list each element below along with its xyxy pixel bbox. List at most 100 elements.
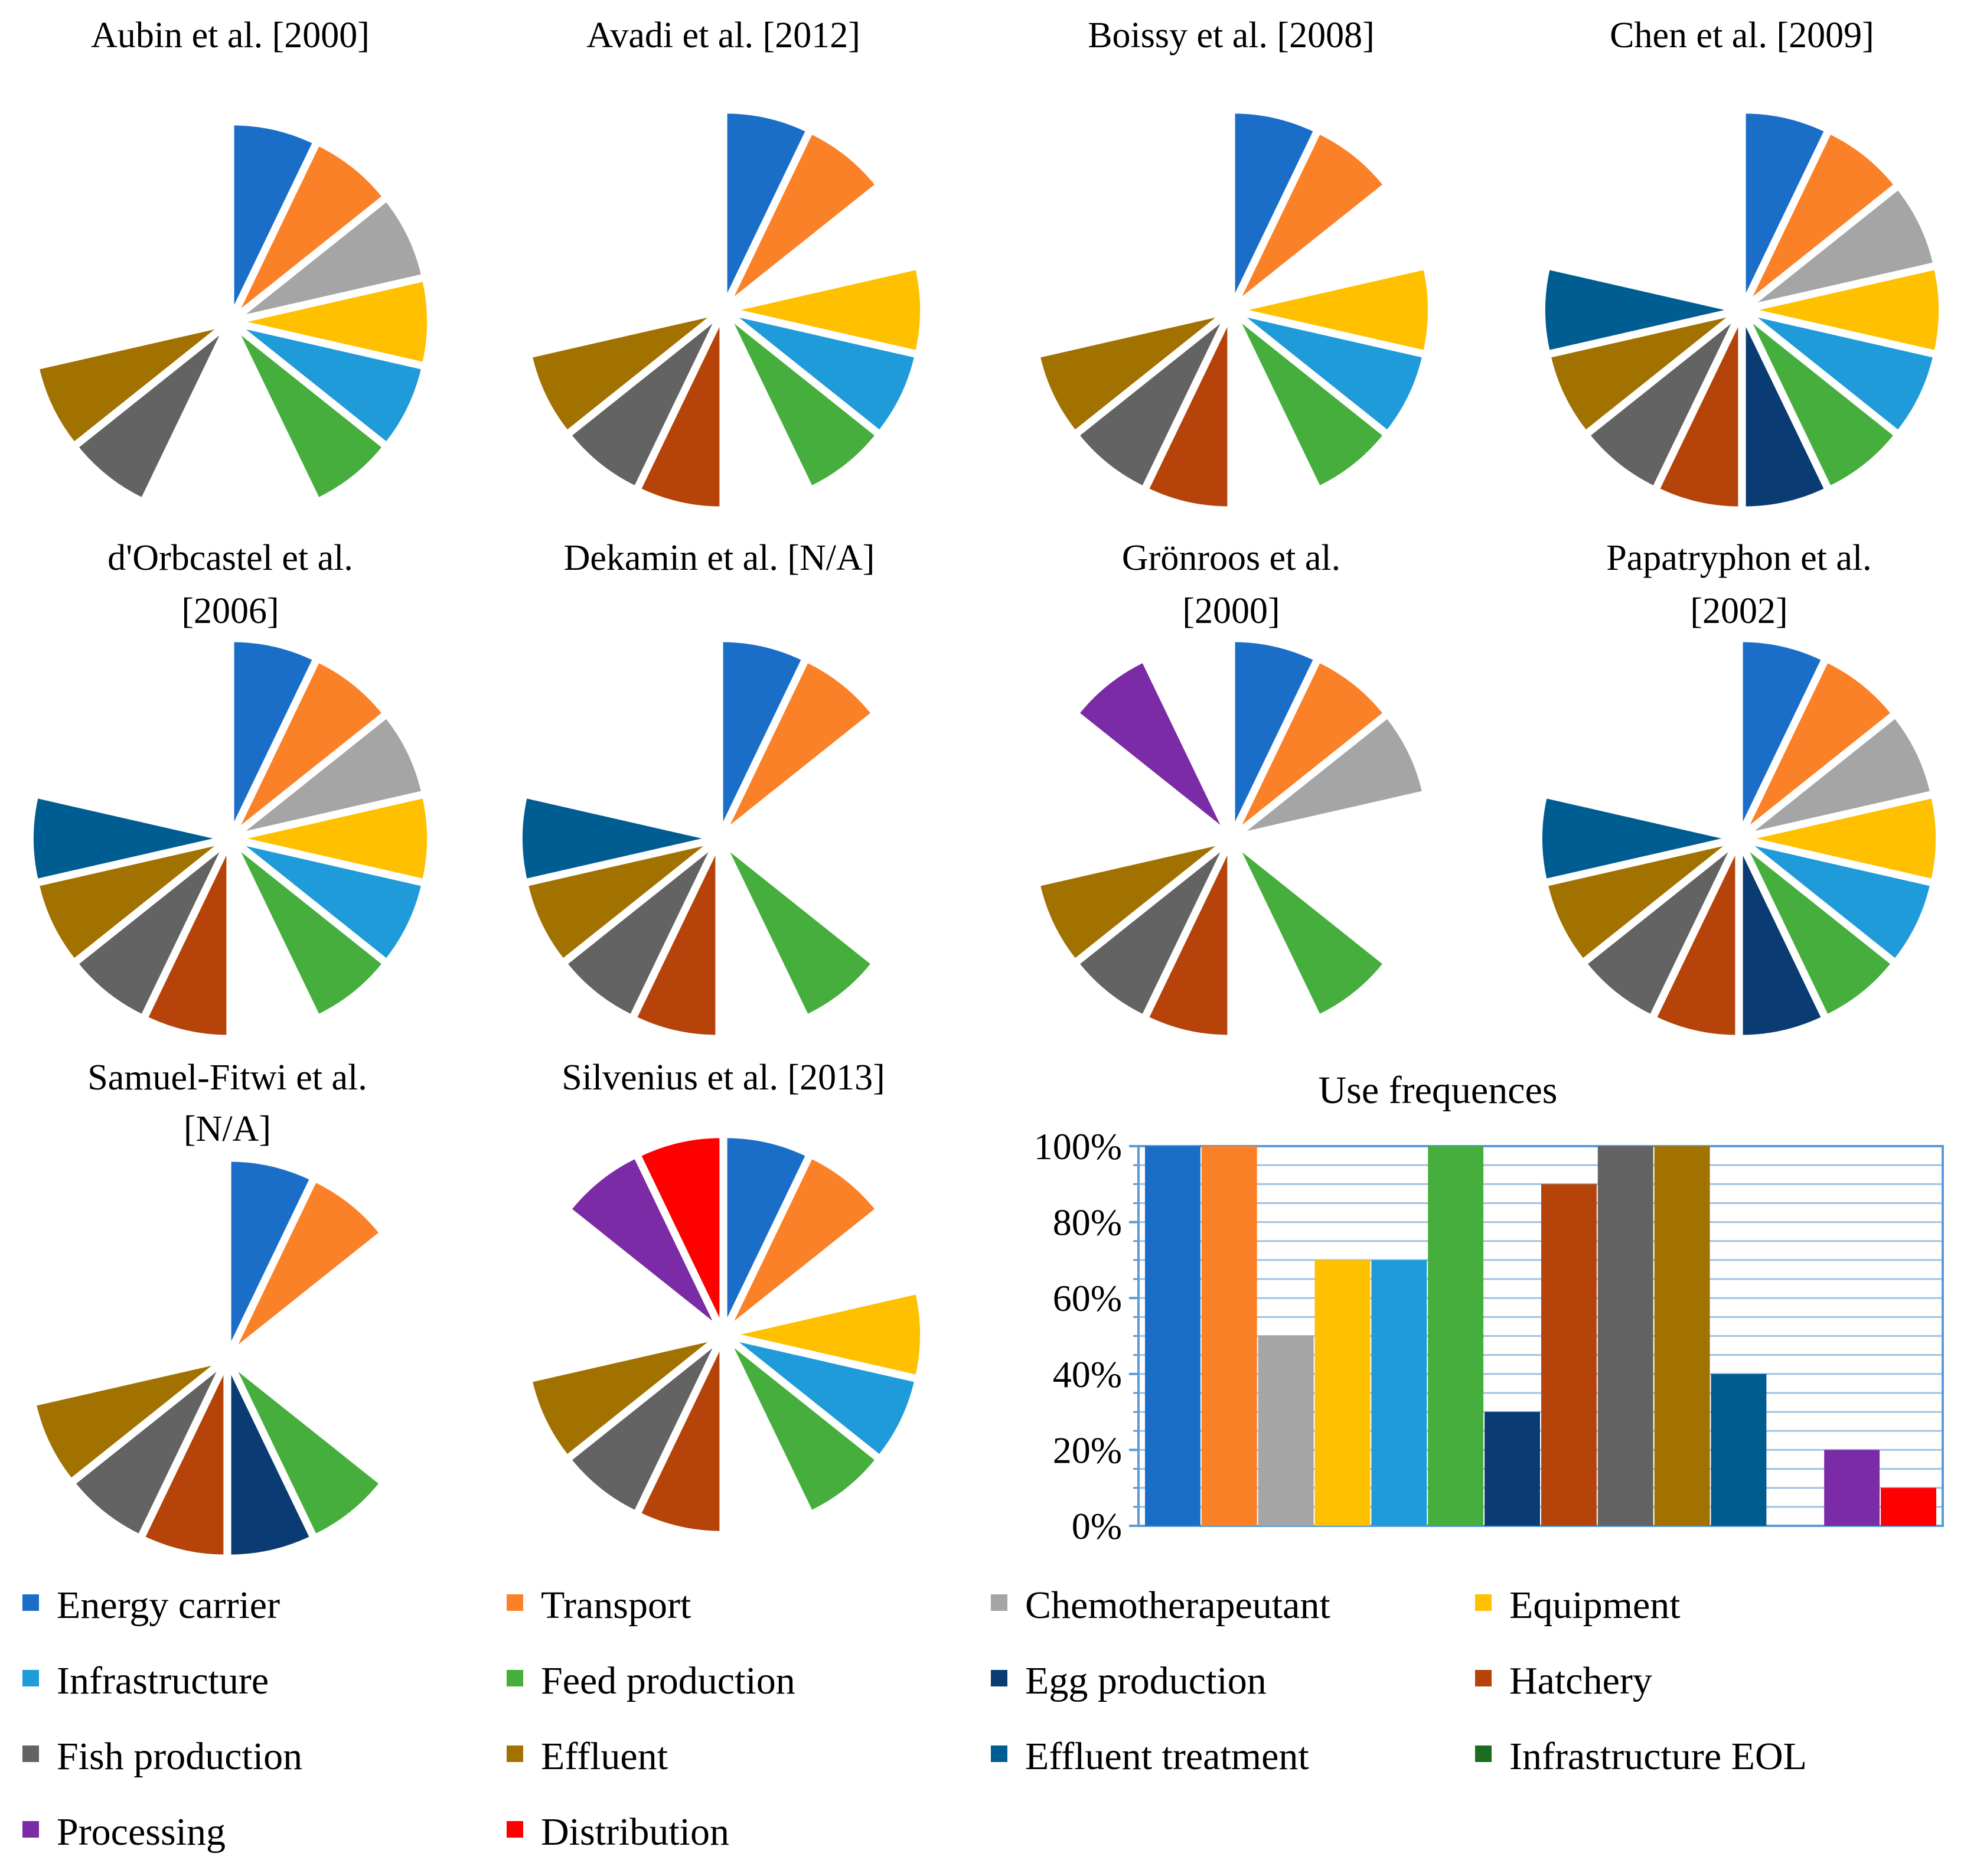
legend-label: Distribution <box>541 1810 729 1854</box>
legend-swatch <box>507 1594 523 1611</box>
pie-slice-hatchery <box>637 1343 723 1535</box>
pie-slice-effluent-treatment <box>518 794 710 883</box>
y-tick-label: 20% <box>1053 1429 1122 1471</box>
legend-swatch <box>22 1670 39 1686</box>
pie-slice-infrastructure <box>1749 312 1937 435</box>
pie-slice-equipment <box>1748 794 1940 883</box>
bar-fish-production <box>1597 1146 1653 1526</box>
legend-swatch <box>991 1746 1007 1762</box>
legend-label: Infrastructure <box>57 1659 269 1702</box>
pie-slice-hatchery <box>1144 318 1231 510</box>
legend-swatch <box>991 1594 1007 1611</box>
pie-slice-fish-production <box>1075 316 1227 490</box>
legend-label: Hatchery <box>1509 1659 1652 1702</box>
bar-chemotherapeutant <box>1258 1336 1314 1526</box>
pie-slice-hatchery <box>637 318 723 510</box>
legend-item-transport: Transport <box>507 1584 691 1627</box>
legend-item-egg-production: Egg production <box>991 1659 1267 1702</box>
legend-item-equipment: Equipment <box>1475 1584 1681 1627</box>
bar-hatchery <box>1541 1184 1597 1526</box>
legend-item-distribution: Distribution <box>507 1810 729 1854</box>
legend-item-effluent-treatment: Effluent treatment <box>991 1735 1309 1778</box>
legend-label: Energy carrier <box>57 1584 280 1627</box>
legend-item-infrastructure: Infrastructure <box>22 1659 269 1702</box>
legend-label: Infrastructure EOL <box>1509 1735 1807 1778</box>
legend-swatch <box>22 1746 39 1762</box>
pie-slice-equipment <box>732 266 924 354</box>
pie-slice-infrastructure <box>1746 840 1934 963</box>
pie-title: Aubin et al. [2000] <box>91 15 370 56</box>
pie-slice-fish-production <box>74 844 226 1019</box>
y-tick-label: 60% <box>1053 1277 1122 1319</box>
pie-slice-fish-production <box>71 1364 223 1538</box>
pie-title: Samuel-Fitwi et al. <box>87 1058 367 1098</box>
bar-processing <box>1824 1450 1880 1526</box>
bar-effluent <box>1654 1146 1710 1526</box>
pie-slice-chemotherapeutant <box>237 714 425 837</box>
pie-slice-transport <box>723 658 876 833</box>
pie-slice-chemotherapeutant <box>237 197 425 320</box>
pie-slice-energy-carrier <box>230 638 317 830</box>
pie-slice-effluent <box>524 840 712 963</box>
pie-chart-d-orbcastel-et-al-2006: d'Orbcastel et al. [2006] <box>30 538 431 1039</box>
pie-title: [2000] <box>1182 591 1280 631</box>
pie-chart-gr-nroos-et-al-2000: Grönroos et al. [2000] <box>1036 538 1426 1039</box>
pie-slice-equipment <box>1240 266 1432 354</box>
legend-label: Processing <box>57 1810 226 1854</box>
pie-slice-effluent <box>528 1336 716 1459</box>
pie-slice-energy-carrier <box>1231 110 1318 302</box>
pie-slice-transport <box>727 1154 880 1329</box>
pie-slice-effluent <box>32 1360 220 1483</box>
pie-chart-dekamin-et-al-n-a: Dekamin et al. [N/A] <box>518 538 876 1039</box>
pie-slice-fish-production <box>1583 844 1735 1019</box>
pie-slice-energy-carrier <box>1739 638 1826 830</box>
pie-slice-effluent <box>1036 312 1224 435</box>
pie-chart-boissy-et-al-2008: Boissy et al. [2008] <box>1036 15 1432 510</box>
legend-item-effluent: Effluent <box>507 1735 668 1778</box>
pie-title: Silvenius et al. [2013] <box>562 1058 885 1098</box>
legend-item-energy-carrier: Energy carrier <box>22 1584 280 1627</box>
bar-equipment <box>1314 1260 1371 1526</box>
legend-swatch <box>1475 1746 1492 1762</box>
pie-slice-energy-carrier <box>723 110 810 302</box>
pie-slice-equipment <box>239 278 431 366</box>
pie-slice-energy-carrier <box>723 1134 810 1326</box>
pie-title: Boissy et al. [2008] <box>1088 15 1375 56</box>
legend-label: Transport <box>541 1584 691 1627</box>
pie-slice-chemotherapeutant <box>1238 714 1426 837</box>
pie-slice-energy-carrier <box>1231 638 1318 830</box>
bar-infrastructure <box>1371 1260 1427 1526</box>
legend: Energy carrier Transport Chemotherapeutant… <box>22 1584 1807 1854</box>
pie-slice-hatchery <box>141 1366 227 1558</box>
pie-chart-aubin-et-al-2000: Aubin et al. [2000] <box>35 15 431 502</box>
legend-item-feed-production: Feed production <box>507 1659 795 1702</box>
pie-slice-infrastructure <box>1238 312 1426 435</box>
pie-slice-equipment <box>732 1290 924 1379</box>
pie-slice-feed-production <box>727 316 880 490</box>
pie-chart-chen-et-al-2009: Chen et al. [2009] <box>1541 15 1943 510</box>
pie-slice-distribution <box>637 1134 723 1326</box>
pie-title: [2002] <box>1690 591 1787 631</box>
pie-slice-effluent <box>1036 840 1224 963</box>
legend-swatch <box>507 1746 523 1762</box>
legend-item-fish-production: Fish production <box>22 1735 302 1778</box>
pie-slice-infrastructure <box>237 324 425 446</box>
pie-slice-transport <box>231 1178 384 1352</box>
pie-slice-transport <box>1235 658 1388 833</box>
legend-label: Feed production <box>541 1659 795 1702</box>
pie-slice-effluent <box>528 312 716 435</box>
y-tick-label: 40% <box>1053 1353 1122 1395</box>
pie-slice-fish-production <box>1075 844 1227 1019</box>
pie-slice-hatchery <box>1655 318 1742 510</box>
bar-chart-use-frequences: Use frequences 0% 20% 40% 60% 80% 100% <box>1034 1069 1944 1547</box>
pie-slice-fish-production <box>1585 316 1738 490</box>
pie-slice-effluent-treatment <box>1541 266 1733 354</box>
pie-slice-chemotherapeutant <box>1749 185 1937 308</box>
pie-chart-samuel-fitwi-et-al-n-a: Samuel-Fitwi et al. [N/A] <box>32 1058 384 1558</box>
pie-slice-infrastructure <box>730 312 918 435</box>
pie-chart-papatryphon-et-al-2002: Papatryphon et al. [2002] <box>1538 538 1940 1039</box>
legend-swatch <box>1475 1670 1492 1686</box>
pie-slice-transport <box>727 130 880 304</box>
pie-slice-transport <box>234 658 387 833</box>
